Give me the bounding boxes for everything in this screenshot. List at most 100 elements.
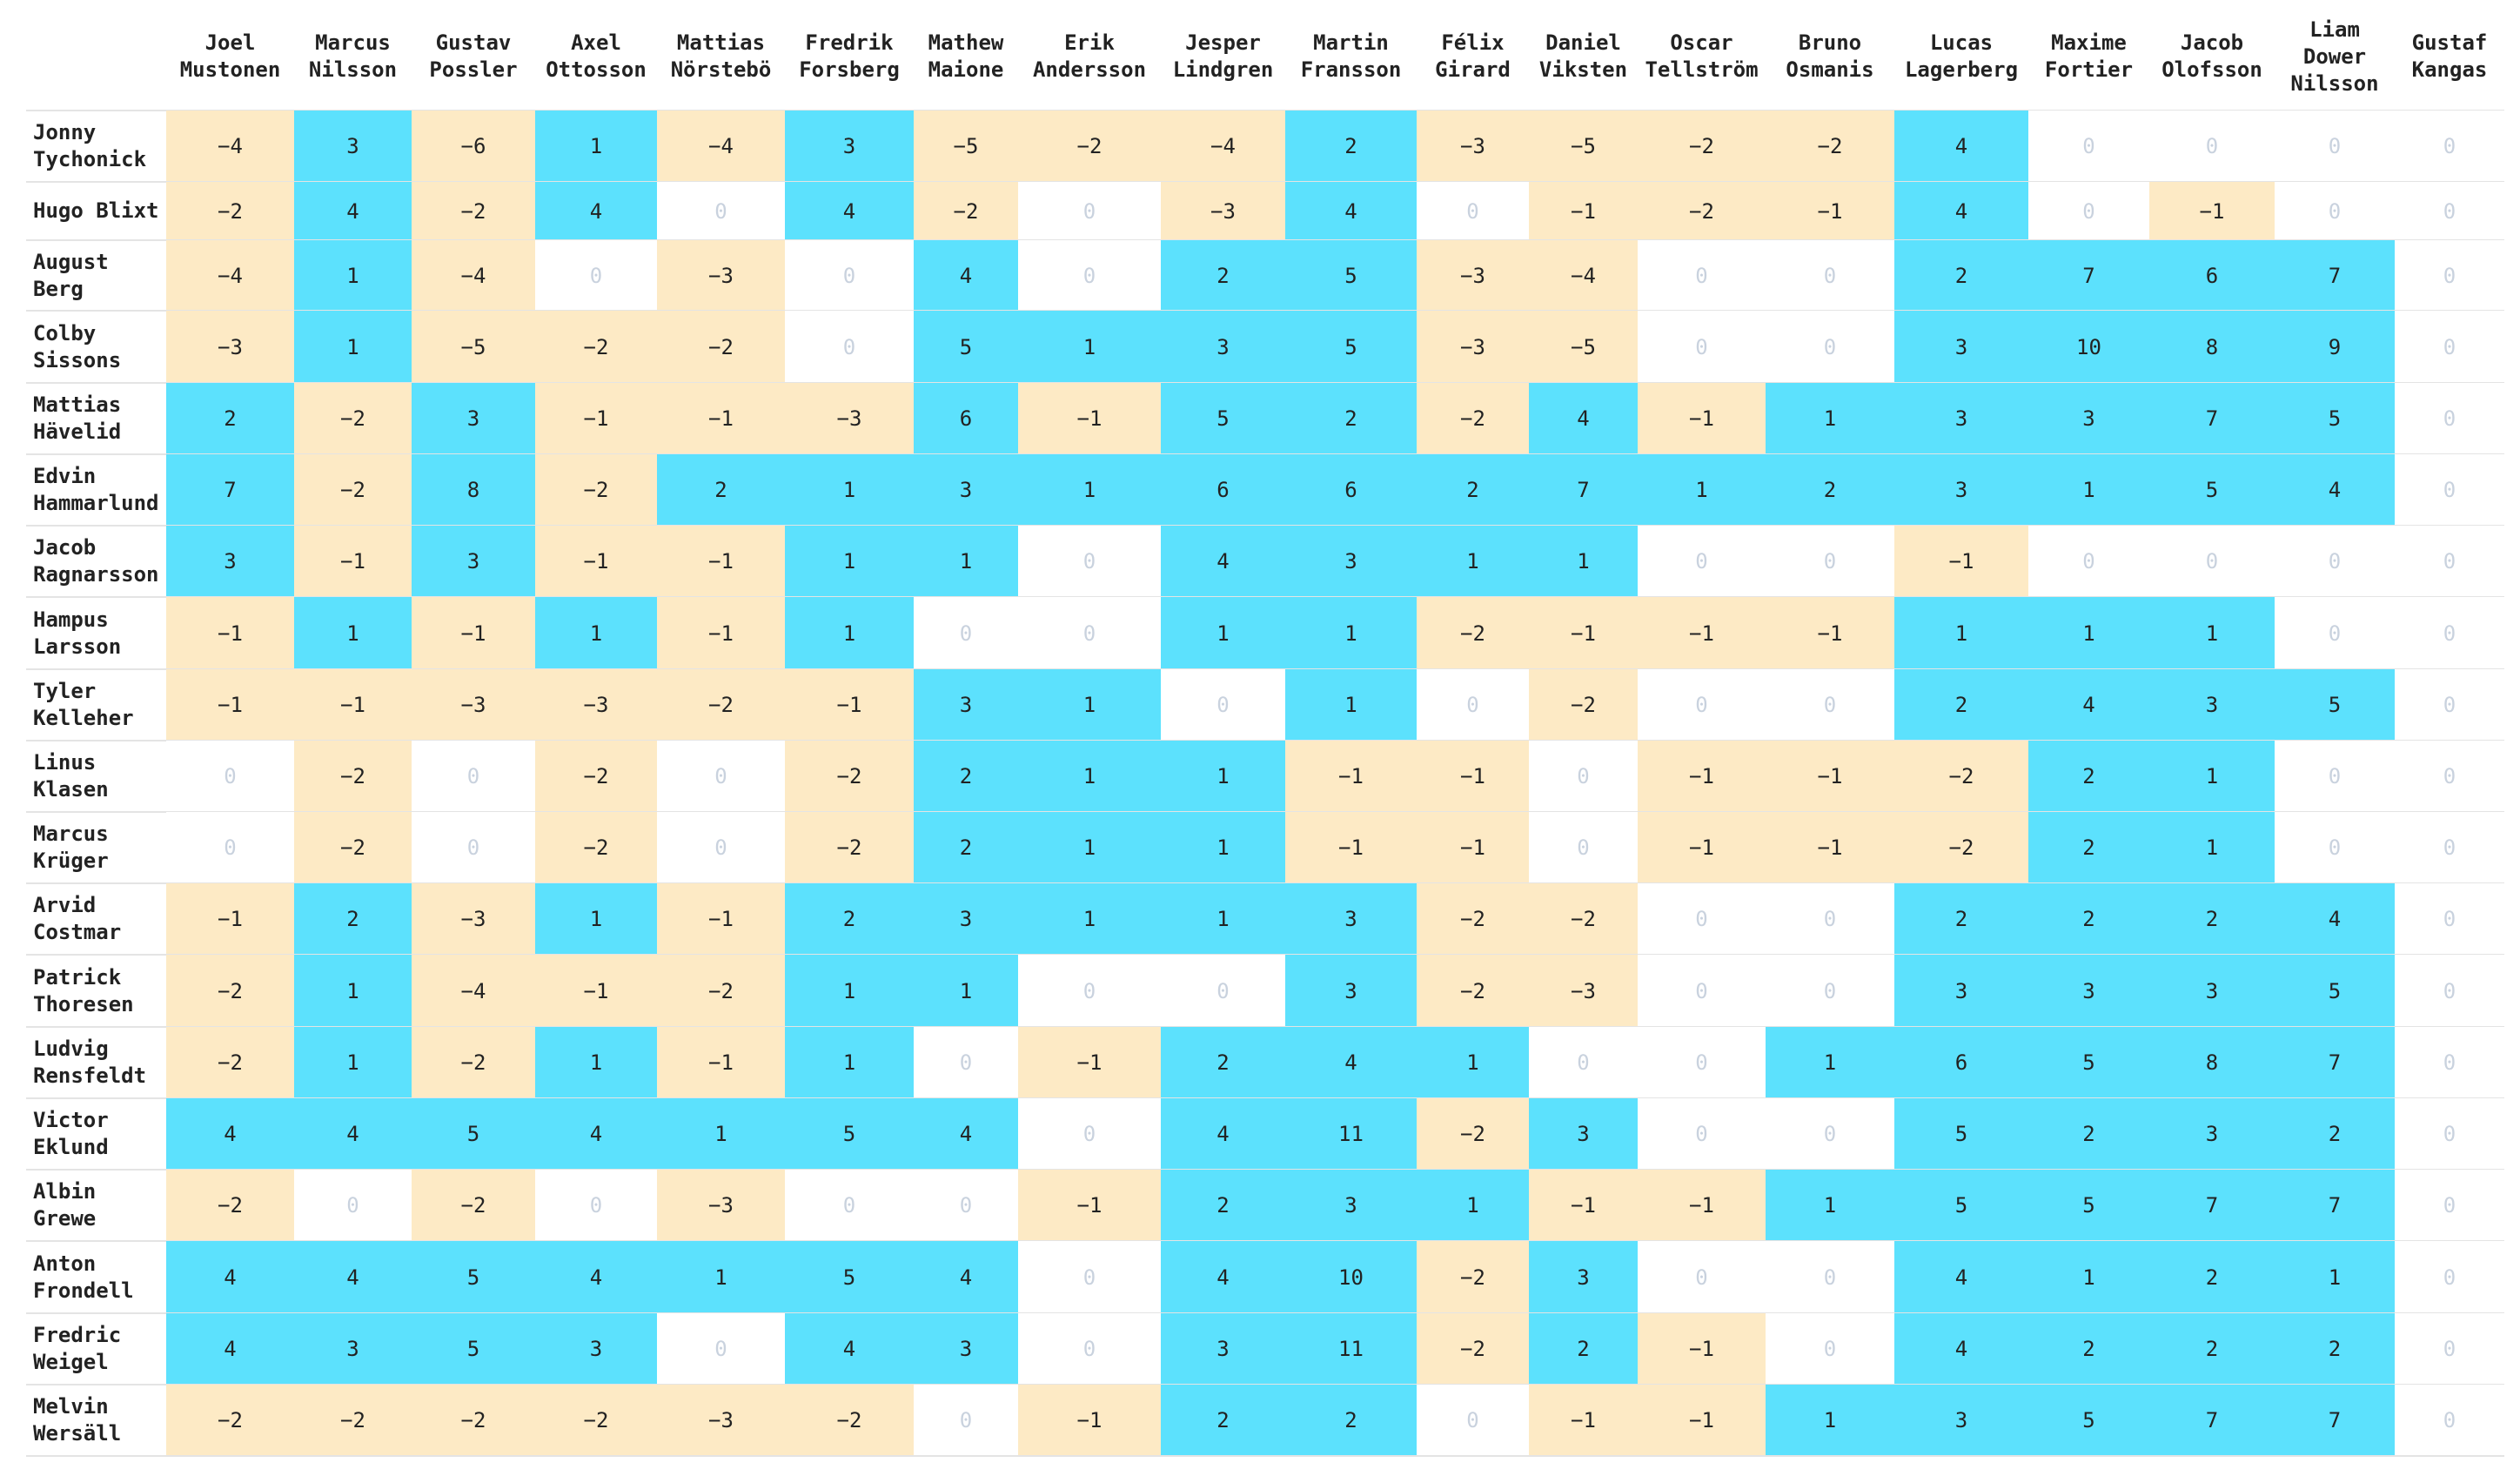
heatmap-cell: −2 (1529, 883, 1638, 955)
heatmap-cell: 3 (914, 883, 1018, 955)
heatmap-cell: −1 (1766, 182, 1894, 240)
heatmap-cell: 0 (2395, 526, 2504, 597)
row-label: Jonny Tychonick (33, 120, 147, 171)
heatmap-cell: 0 (2028, 526, 2149, 597)
heatmap-cell: 1 (1529, 526, 1638, 597)
heatmap-cell: 3 (1285, 1170, 1417, 1241)
heatmap-cell: 0 (2149, 526, 2275, 597)
heatmap-cell: −1 (166, 669, 294, 741)
heatmap-cell: −5 (412, 311, 535, 383)
column-header: Daniel Viksten (1538, 30, 1628, 82)
heatmap-cell: 0 (2395, 597, 2504, 669)
heatmap-cell: −4 (1529, 240, 1638, 311)
heatmap-cell: −2 (785, 812, 914, 883)
heatmap-cell: 5 (2275, 383, 2395, 454)
column-header: Mathew Maione (928, 30, 1004, 82)
heatmap-cell: 0 (1638, 883, 1766, 955)
heatmap-cell: −3 (657, 1170, 785, 1241)
heatmap-cell: −2 (914, 182, 1018, 240)
row-label: Linus Klasen (33, 750, 109, 802)
heatmap-cell: 0 (294, 1170, 412, 1241)
heatmap-cell: 0 (785, 240, 914, 311)
heatmap-cell: −2 (294, 812, 412, 883)
heatmap-cell: 7 (2275, 1170, 2395, 1241)
heatmap-cell: −4 (412, 240, 535, 311)
heatmap-cell: 3 (1161, 1313, 1285, 1385)
heatmap-cell: 0 (1638, 1241, 1766, 1313)
heatmap-cell: −1 (1638, 1170, 1766, 1241)
heatmap-cell: −4 (412, 955, 535, 1027)
row-label: August Berg (33, 249, 109, 301)
heatmap-cell: −2 (166, 182, 294, 240)
heatmap-cell: −1 (785, 669, 914, 741)
heatmap-cell: −2 (412, 1170, 535, 1241)
heatmap-cell: 1 (1894, 597, 2028, 669)
heatmap-cell: 4 (535, 1241, 657, 1313)
heatmap-cell: 10 (1285, 1241, 1417, 1313)
heatmap-cell: 0 (1018, 597, 1161, 669)
heatmap-cell: −1 (1018, 1385, 1161, 1456)
row-label: Edvin Hammarlund (33, 464, 159, 515)
heatmap-cell: 4 (1894, 1241, 2028, 1313)
heatmap-cell: 5 (2275, 669, 2395, 741)
heatmap-cell: −1 (657, 597, 785, 669)
heatmap-cell: 0 (2395, 1027, 2504, 1098)
heatmap-cell: 1 (294, 240, 412, 311)
heatmap-cell: 0 (2395, 311, 2504, 383)
heatmap-cell: 4 (1161, 526, 1285, 597)
heatmap-cell: 4 (1285, 182, 1417, 240)
heatmap-cell: 3 (1529, 1241, 1638, 1313)
heatmap-cell: 4 (914, 240, 1018, 311)
heatmap-cell: −2 (1417, 383, 1529, 454)
heatmap-cell: 4 (1894, 182, 2028, 240)
heatmap-cell: 0 (1018, 526, 1161, 597)
heatmap-cell: 7 (2028, 240, 2149, 311)
heatmap-cell: 5 (785, 1098, 914, 1170)
heatmap-cell: 1 (1161, 883, 1285, 955)
heatmap-cell: 5 (2028, 1170, 2149, 1241)
heatmap-cell: −2 (535, 311, 657, 383)
heatmap-cell: 2 (657, 454, 785, 526)
heatmap-cell: −4 (166, 111, 294, 182)
row-label: Marcus Krüger (33, 822, 109, 873)
heatmap-cell: 1 (294, 955, 412, 1027)
heatmap-cell: 8 (2149, 311, 2275, 383)
heatmap-cell: 0 (2275, 111, 2395, 182)
heatmap-cell: −1 (1285, 812, 1417, 883)
heatmap-cell: 4 (1529, 383, 1638, 454)
heatmap-cell: 0 (2395, 883, 2504, 955)
heatmap-cell: 2 (166, 383, 294, 454)
heatmap-cell: 2 (2028, 883, 2149, 955)
heatmap-cell: 1 (785, 955, 914, 1027)
heatmap-cell: 5 (2149, 454, 2275, 526)
heatmap-cell: 0 (1638, 1098, 1766, 1170)
heatmap-cell: 0 (1766, 1241, 1894, 1313)
heatmap-cell: 2 (1285, 111, 1417, 182)
heatmap-cell: −1 (2149, 182, 2275, 240)
heatmap-cell: −3 (1417, 240, 1529, 311)
heatmap-cell: 0 (914, 597, 1018, 669)
row-label: Tyler Kelleher (33, 679, 134, 730)
heatmap-cell: 3 (2028, 955, 2149, 1027)
heatmap-cell: −3 (535, 669, 657, 741)
heatmap-cell: 1 (1766, 1027, 1894, 1098)
heatmap-cell: −2 (294, 1385, 412, 1456)
row-label: Arvid Costmar (33, 893, 122, 944)
heatmap-cell: −2 (535, 812, 657, 883)
heatmap-cell: 0 (1529, 1027, 1638, 1098)
heatmap-cell: −1 (1018, 1027, 1161, 1098)
heatmap-cell: 3 (166, 526, 294, 597)
row-label: Melvin Wersäll (33, 1394, 122, 1446)
heatmap-cell: −1 (1766, 741, 1894, 812)
heatmap-cell: 5 (1894, 1098, 2028, 1170)
heatmap-cell: −2 (1417, 955, 1529, 1027)
heatmap-cell: 0 (2395, 812, 2504, 883)
heatmap-cell: 3 (785, 111, 914, 182)
heatmap-cell: −2 (785, 1385, 914, 1456)
heatmap-cell: 1 (785, 1027, 914, 1098)
heatmap-cell: −2 (412, 182, 535, 240)
heatmap-cell: −1 (1417, 812, 1529, 883)
column-header: Jacob Olofsson (2161, 30, 2262, 82)
heatmap-cell: 6 (914, 383, 1018, 454)
heatmap-cell: 1 (1018, 883, 1161, 955)
